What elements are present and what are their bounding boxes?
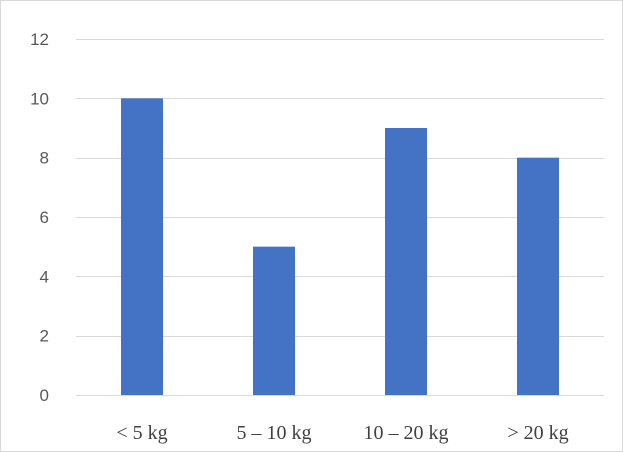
y-tick-label: 6 xyxy=(40,208,49,227)
x-tick-label: < 5 kg xyxy=(116,422,167,444)
bar xyxy=(121,98,163,395)
x-tick-label: > 20 kg xyxy=(507,422,568,444)
y-tick-label: 10 xyxy=(30,89,49,108)
bar xyxy=(517,157,559,395)
x-tick-label: 5 – 10 kg xyxy=(237,422,312,444)
x-tick-label: 10 – 20 kg xyxy=(364,422,449,444)
y-tick-label: 12 xyxy=(30,30,49,49)
y-tick-label: 4 xyxy=(40,267,49,286)
y-tick-label: 2 xyxy=(40,327,49,346)
y-tick-label: 8 xyxy=(40,149,49,168)
bar xyxy=(385,128,427,395)
y-tick-label: 0 xyxy=(40,386,49,405)
bar xyxy=(253,246,295,395)
